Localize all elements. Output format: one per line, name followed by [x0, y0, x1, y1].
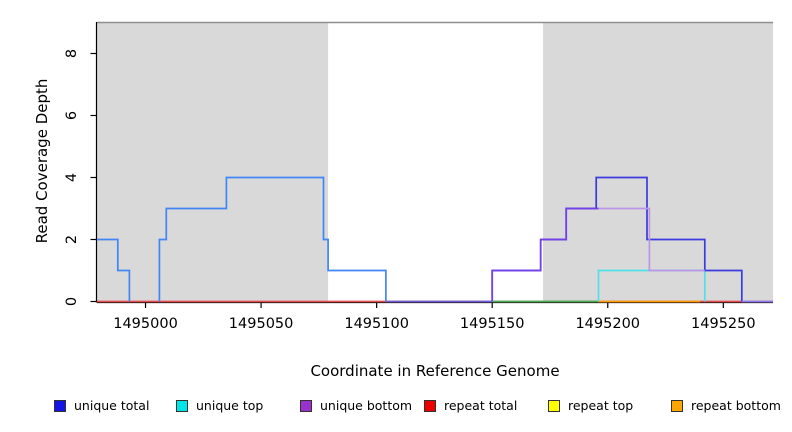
unique-bottom-light [598, 207, 705, 272]
unique-total-left-b [158, 176, 387, 302]
y-tick-label: 0 [64, 297, 80, 306]
x-tick-label: 1495250 [691, 316, 756, 332]
y-axis-title: Read Coverage Depth [33, 78, 51, 244]
x-tick-label: 1495100 [344, 316, 409, 332]
y-tick-label: 2 [64, 235, 80, 244]
unique-total-left-a [97, 238, 131, 302]
x-tick-label: 1495200 [575, 316, 640, 332]
unique-bottom-main [491, 207, 599, 302]
y-tick-label: 8 [64, 49, 80, 58]
x-axis-title: Coordinate in Reference Genome [310, 362, 560, 380]
x-tick-label: 1495000 [113, 316, 178, 332]
y-tick-label: 4 [64, 173, 80, 182]
x-tick-label: 1495150 [460, 316, 525, 332]
x-tick-label: 1495050 [229, 316, 294, 332]
y-tick-label: 6 [64, 111, 80, 120]
right-repeat-masked-region [543, 22, 773, 302]
left-repeat-masked-region [97, 22, 329, 302]
